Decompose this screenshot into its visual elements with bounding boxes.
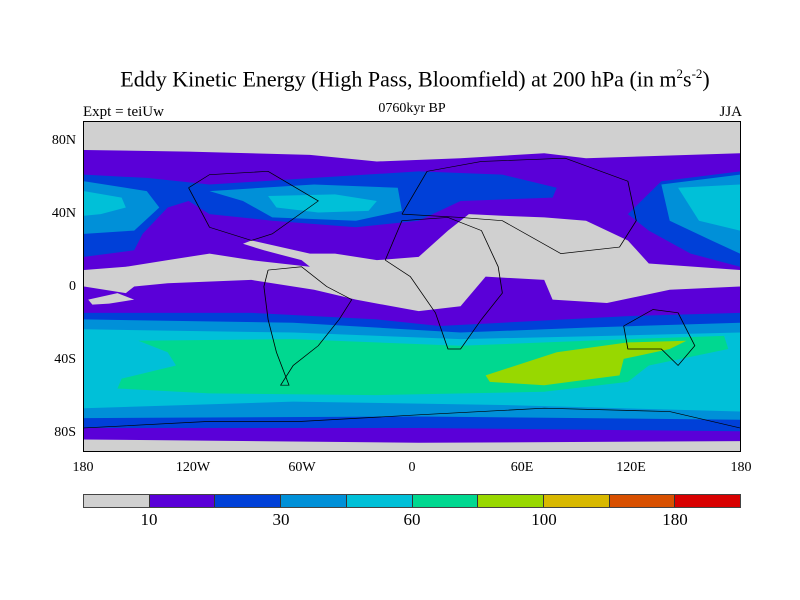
x-tick-label: 120W (175, 460, 211, 475)
experiment-label: Expt = teiUw (83, 104, 164, 120)
colorbar-box-0 (84, 495, 150, 507)
y-tick-label: 0 (69, 279, 76, 294)
colorbar-label: 30 (272, 510, 290, 529)
contour-level-4-north (84, 191, 126, 216)
colorbar-box-6 (478, 495, 544, 507)
colorbar-box-5 (412, 495, 479, 507)
colorbar-box-3 (281, 495, 347, 507)
colorbar-box-7 (543, 495, 610, 507)
x-tick-label: 60W (288, 460, 316, 475)
contour-level-6-south (485, 340, 687, 386)
colorbar-label: 100 (531, 510, 557, 529)
season-label: JJA (719, 104, 742, 120)
colorbar-box-9 (675, 495, 741, 507)
colorbar-box-2 (215, 495, 282, 507)
x-tick-label: 60E (510, 460, 534, 475)
colorbar-label: 180 (662, 510, 688, 529)
x-tick-label: 120E (616, 460, 646, 475)
chart-title: Eddy Kinetic Energy (High Pass, Bloomfie… (120, 66, 710, 92)
map-plot (83, 121, 741, 452)
colorbar (83, 494, 741, 508)
colorbar-box-8 (609, 495, 676, 507)
colorbar-label: 10 (140, 510, 158, 529)
colorbar-box-4 (346, 495, 413, 507)
x-tick-label: 180 (72, 460, 94, 475)
contour-level-4-atlantic (268, 194, 377, 213)
y-tick-label: 40S (54, 352, 76, 367)
y-tick-label: 40N (51, 206, 76, 221)
x-tick-label: 180 (730, 460, 752, 475)
colorbar-label: 60 (403, 510, 421, 529)
contour-level-4-north-east (678, 184, 740, 231)
coastlines (84, 157, 740, 429)
y-tick-label: 80N (51, 133, 76, 148)
chart-subtitle: 0760kyr BP (378, 101, 446, 116)
x-tick-label: 0 (408, 460, 416, 475)
filled-contours (84, 122, 740, 451)
colorbar-box-1 (149, 495, 216, 507)
contour-level-0-south-blob (88, 293, 135, 305)
y-tick-label: 80S (54, 425, 76, 440)
